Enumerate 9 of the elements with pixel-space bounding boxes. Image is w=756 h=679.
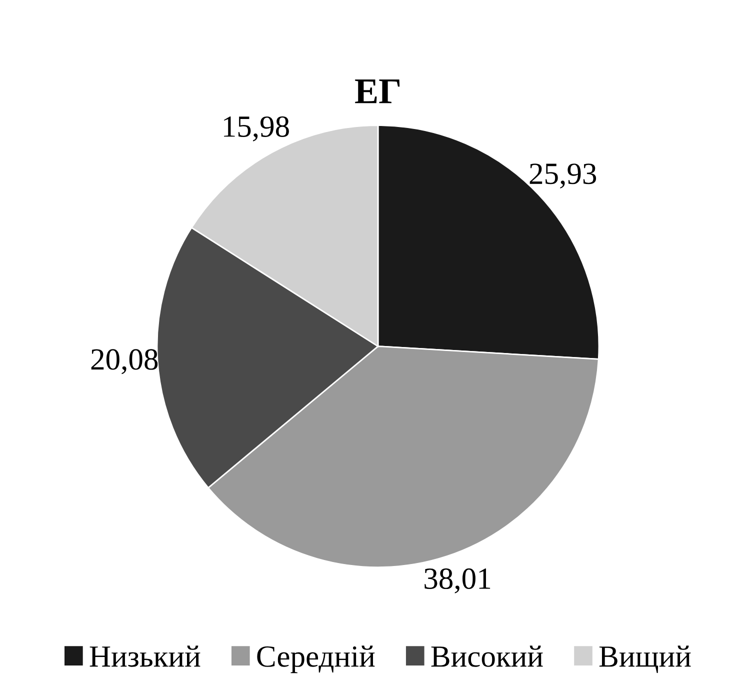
legend-label: Низький (90, 646, 200, 667)
chart-title: ЕГ (355, 80, 400, 104)
data-label: 15,98 (224, 116, 289, 142)
data-label: 38,01 (424, 568, 490, 594)
data-label: 20,08 (91, 349, 158, 374)
legend-label: Середній (257, 646, 375, 674)
legend-label: Високий (431, 646, 543, 667)
legend-label: Вищий (599, 646, 691, 673)
data-label: 25,93 (530, 164, 596, 189)
